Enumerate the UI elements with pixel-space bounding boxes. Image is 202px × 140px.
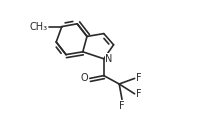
Text: O: O <box>81 73 88 83</box>
Text: F: F <box>119 101 125 111</box>
Text: F: F <box>136 73 142 83</box>
Text: F: F <box>136 89 142 99</box>
Text: CH₃: CH₃ <box>30 22 48 32</box>
Text: N: N <box>105 54 113 64</box>
